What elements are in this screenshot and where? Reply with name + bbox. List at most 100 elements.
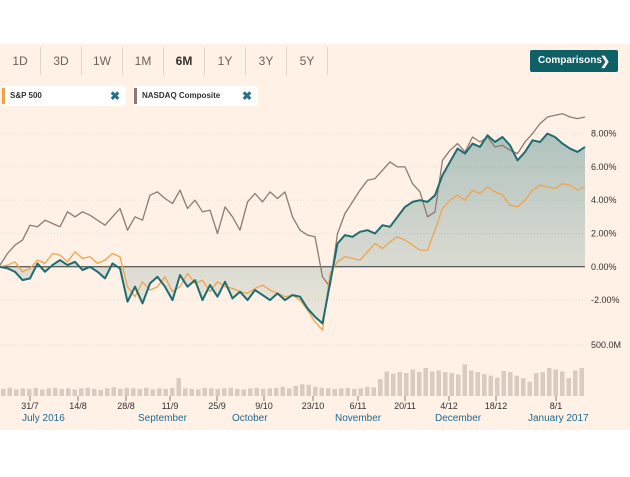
volume-bar bbox=[118, 388, 123, 396]
x-tick-label: 20/11 bbox=[394, 401, 416, 411]
volume-bar bbox=[33, 387, 38, 396]
volume-bar bbox=[371, 387, 376, 396]
volume-bar bbox=[261, 388, 266, 396]
volume-bar bbox=[131, 388, 136, 396]
volume-bar bbox=[196, 389, 201, 396]
volume-bar bbox=[274, 387, 279, 396]
volume-bar bbox=[222, 388, 227, 396]
volume-bar bbox=[46, 388, 51, 396]
month-label: January 2017 bbox=[528, 413, 589, 424]
volume-bar bbox=[527, 381, 532, 396]
volume-bar bbox=[352, 388, 357, 396]
volume-bar bbox=[430, 371, 435, 396]
tab-3y[interactable]: 3Y bbox=[246, 47, 287, 75]
volume-bar bbox=[124, 387, 129, 396]
volume-bar bbox=[501, 371, 506, 396]
chevron-right-icon: ❯ bbox=[599, 54, 610, 68]
volume-bar bbox=[332, 388, 337, 396]
x-tick-label: 31/7 bbox=[21, 401, 39, 411]
volume-bar bbox=[105, 388, 110, 396]
volume-bar bbox=[215, 388, 220, 396]
volume-bar bbox=[72, 389, 77, 396]
volume-bar bbox=[1, 388, 6, 396]
volume-bar bbox=[436, 370, 441, 396]
y-tick-label: 6.00% bbox=[591, 162, 617, 172]
volume-bar bbox=[137, 388, 142, 396]
volume-bar bbox=[566, 378, 571, 396]
volume-bar bbox=[397, 372, 402, 396]
volume-bar bbox=[254, 387, 259, 396]
volume-bar bbox=[163, 388, 168, 396]
volume-bar bbox=[66, 388, 71, 396]
volume-bar bbox=[534, 373, 539, 396]
tab-6m[interactable]: 6M bbox=[164, 47, 205, 75]
volume-bar bbox=[475, 372, 480, 396]
volume-bar bbox=[443, 372, 448, 396]
volume-bar bbox=[456, 374, 461, 396]
volume-bar bbox=[423, 367, 428, 396]
volume-bar bbox=[482, 374, 487, 396]
comparison-chip-nasdaq: NASDAQ Composite ✖ bbox=[134, 86, 258, 106]
month-label: September bbox=[138, 413, 188, 424]
volume-bar bbox=[92, 388, 97, 396]
volume-bar bbox=[144, 387, 149, 396]
volume-bar bbox=[404, 373, 409, 396]
x-tick-label: 11/9 bbox=[162, 401, 179, 411]
volume-bar bbox=[53, 387, 58, 396]
x-tick-label: 25/9 bbox=[208, 401, 226, 411]
volume-bar bbox=[384, 371, 389, 396]
volume-bar bbox=[228, 387, 233, 396]
volume-bar bbox=[209, 388, 214, 396]
volume-bar bbox=[326, 388, 331, 396]
volume-bar bbox=[508, 372, 513, 396]
volume-bar bbox=[40, 389, 45, 396]
close-icon[interactable]: ✖ bbox=[109, 89, 120, 103]
tab-1w[interactable]: 1W bbox=[82, 47, 123, 75]
volume-bar bbox=[59, 388, 64, 396]
tab-1y[interactable]: 1Y bbox=[205, 47, 246, 75]
volume-bar bbox=[176, 378, 181, 396]
month-label: November bbox=[335, 413, 382, 424]
volume-bar bbox=[313, 386, 318, 396]
volume-bar bbox=[7, 387, 12, 396]
volume-bar bbox=[521, 378, 526, 396]
volume-bar bbox=[488, 375, 493, 396]
volume-bar bbox=[98, 389, 103, 396]
x-tick-label: 14/8 bbox=[69, 401, 87, 411]
month-label: July 2016 bbox=[22, 413, 65, 424]
volume-bar bbox=[345, 387, 350, 396]
y-tick-label: 0.00% bbox=[591, 262, 617, 272]
volume-bar bbox=[319, 387, 324, 396]
y-tick-label: 2.00% bbox=[591, 228, 617, 238]
comparison-chip-sp500: S&P 500 ✖ bbox=[2, 86, 126, 106]
volume-bar bbox=[306, 384, 311, 396]
chip-label: NASDAQ Composite bbox=[142, 91, 221, 100]
volume-bar bbox=[417, 372, 422, 396]
tab-1d[interactable]: 1D bbox=[0, 47, 41, 75]
y-tick-label: 8.00% bbox=[591, 129, 617, 139]
volume-bar bbox=[540, 372, 545, 396]
sp500-swatch bbox=[2, 88, 5, 104]
volume-label: 500.0M bbox=[591, 340, 621, 350]
tab-5y[interactable]: 5Y bbox=[287, 47, 328, 75]
comparisons-button[interactable]: Comparisons ❯ bbox=[530, 50, 618, 72]
tab-3d[interactable]: 3D bbox=[41, 47, 82, 75]
volume-bar bbox=[449, 373, 454, 396]
volume-bar bbox=[202, 387, 207, 396]
volume-bar bbox=[183, 388, 188, 396]
volume-bar bbox=[189, 388, 194, 396]
volume-bar bbox=[573, 370, 578, 396]
nasdaq-swatch bbox=[134, 88, 137, 104]
y-tick-label: 4.00% bbox=[591, 195, 617, 205]
volume-bar bbox=[391, 373, 396, 396]
close-icon[interactable]: ✖ bbox=[241, 89, 252, 103]
chip-label: S&P 500 bbox=[10, 91, 42, 100]
x-tick-label: 6/11 bbox=[350, 401, 367, 411]
volume-bar bbox=[287, 388, 292, 396]
volume-bar bbox=[267, 388, 272, 396]
volume-bar bbox=[241, 389, 246, 396]
tab-1m[interactable]: 1M bbox=[123, 47, 164, 75]
volume-bar bbox=[150, 389, 155, 396]
volume-bar bbox=[300, 384, 305, 396]
